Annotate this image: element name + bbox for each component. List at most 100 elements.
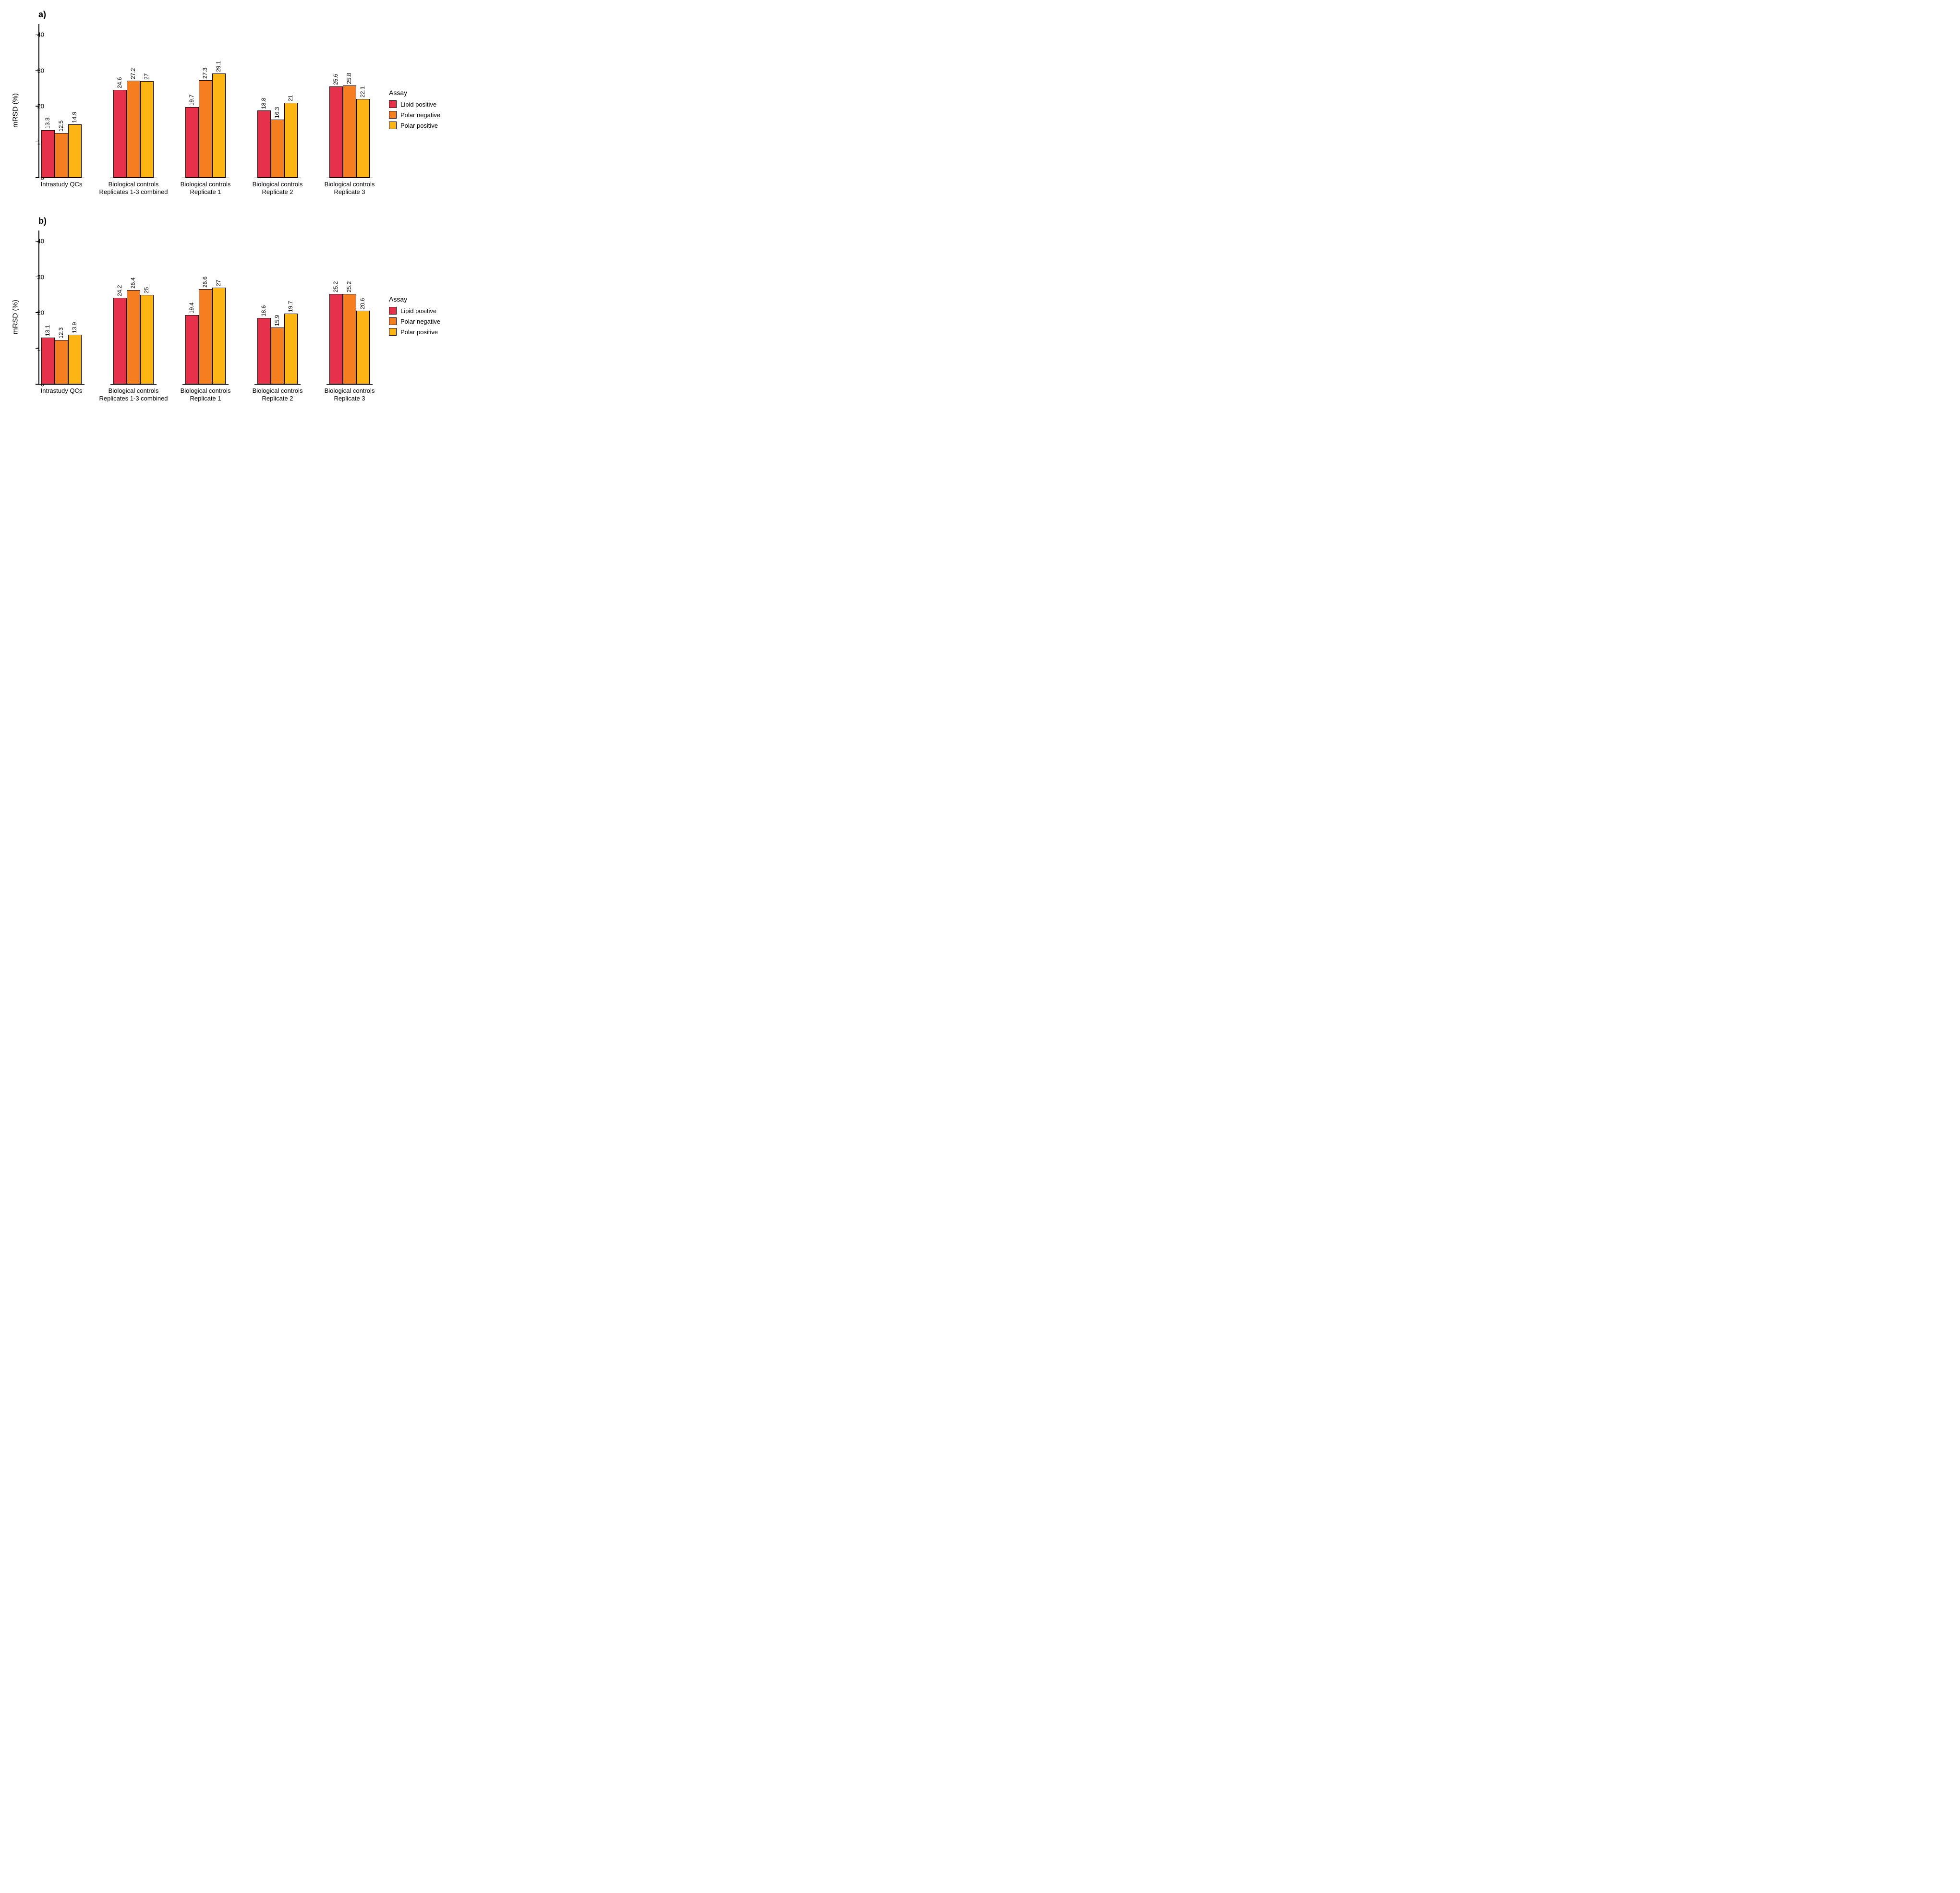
bar: 27 [140, 81, 154, 178]
bar-value-label: 25.2 [332, 281, 339, 292]
bar-group: 18.615.919.7 [257, 314, 298, 384]
bar: 25.6 [329, 86, 343, 178]
bar: 21 [284, 103, 298, 178]
legend-swatch [389, 328, 397, 336]
chart-area: mRSD (%)010203040Intrastudy QCs13.112.31… [10, 226, 384, 408]
figure: a)mRSD (%)010203040Intrastudy QCs13.312.… [10, 10, 499, 408]
bar-group: 19.727.329.1 [185, 73, 226, 178]
bar: 26.6 [199, 289, 212, 384]
plot: Intrastudy QCs13.312.514.9Biological con… [38, 24, 375, 178]
bar: 29.1 [212, 73, 226, 178]
bar: 27 [212, 288, 226, 384]
bar-value-label: 14.9 [71, 112, 78, 123]
bar: 26.4 [127, 290, 140, 384]
bar-value-label: 25 [143, 287, 150, 293]
legend-label: Lipid positive [400, 101, 436, 108]
bar: 16.3 [271, 120, 284, 178]
legend: AssayLipid positivePolar negativePolar p… [389, 295, 440, 339]
bar: 24.2 [113, 298, 127, 384]
bar-group: 25.625.822.1 [329, 85, 370, 178]
legend-swatch [389, 317, 397, 325]
bar-value-label: 13.9 [71, 322, 78, 333]
bar: 25.8 [343, 85, 356, 178]
y-tick [36, 241, 38, 242]
legend-label: Polar positive [400, 122, 438, 129]
bar-value-label: 18.6 [260, 305, 267, 316]
bar-group: 24.226.425 [113, 290, 154, 384]
y-tick [36, 348, 38, 349]
bar: 27.3 [199, 80, 212, 178]
bar-value-label: 19.4 [188, 302, 195, 313]
x-tick-label: Biological controls Replicate 1 [181, 387, 231, 403]
legend-swatch [389, 307, 397, 315]
y-tick [36, 312, 38, 313]
bar: 19.7 [284, 314, 298, 384]
x-tick-label: Biological controls Replicate 3 [325, 181, 375, 196]
bar-value-label: 27 [143, 73, 150, 80]
x-tick-label: Biological controls Replicate 3 [325, 387, 375, 403]
legend-item: Lipid positive [389, 100, 440, 108]
bar-value-label: 12.3 [58, 328, 64, 339]
legend-item: Polar positive [389, 328, 440, 336]
y-axis-line [38, 24, 39, 178]
legend-swatch [389, 100, 397, 108]
bar: 18.6 [257, 318, 271, 384]
bar-group: 13.112.313.9 [41, 335, 82, 384]
bar: 27.2 [127, 81, 140, 178]
x-tick-label: Intrastudy QCs [41, 387, 83, 395]
bar: 14.9 [68, 124, 82, 178]
x-tick-label: Intrastudy QCs [41, 181, 83, 188]
bar-group: 25.225.220.6 [329, 294, 370, 384]
bar-value-label: 16.3 [274, 107, 280, 118]
legend-item: Lipid positive [389, 307, 440, 315]
legend-title: Assay [389, 89, 440, 97]
panel-label-b: b) [38, 216, 47, 226]
bar-group: 24.627.227 [113, 81, 154, 178]
bar: 13.1 [41, 338, 55, 384]
bar-value-label: 22.1 [359, 86, 366, 97]
bar-value-label: 15.9 [274, 315, 280, 326]
panel-b: b)mRSD (%)010203040Intrastudy QCs13.112.… [10, 216, 499, 408]
bar: 12.5 [55, 133, 68, 178]
y-axis-line [38, 231, 39, 384]
bar-value-label: 18.8 [260, 98, 267, 109]
panel-label-a: a) [38, 10, 46, 20]
plot: Intrastudy QCs13.112.313.9Biological con… [38, 231, 375, 384]
bar: 25.2 [329, 294, 343, 384]
bar-value-label: 25.2 [346, 281, 352, 292]
legend: AssayLipid positivePolar negativePolar p… [389, 89, 440, 132]
bar-value-label: 25.6 [332, 73, 339, 85]
chart-area: mRSD (%)010203040Intrastudy QCs13.312.51… [10, 19, 384, 202]
x-tick-label: Biological controls Replicates 1-3 combi… [99, 181, 168, 196]
legend-label: Polar positive [400, 328, 438, 336]
bar-value-label: 27.3 [202, 67, 208, 78]
legend-item: Polar positive [389, 121, 440, 129]
bar-value-label: 19.7 [287, 301, 294, 312]
bar-value-label: 29.1 [215, 61, 222, 72]
bar-value-label: 19.7 [188, 95, 195, 106]
legend-title: Assay [389, 295, 440, 303]
bar-value-label: 26.4 [130, 277, 136, 288]
y-axis-title: mRSD (%) [12, 300, 20, 334]
bar-value-label: 21 [287, 95, 294, 101]
bar-value-label: 25.8 [346, 73, 352, 84]
bar: 18.8 [257, 110, 271, 178]
bar-value-label: 20.6 [359, 298, 366, 309]
bar-group: 13.312.514.9 [41, 124, 82, 178]
legend-swatch [389, 111, 397, 119]
bar-group: 18.816.321 [257, 103, 298, 178]
y-tick [36, 106, 38, 107]
bar: 19.7 [185, 107, 199, 178]
bar-group: 19.4 26.627 [185, 288, 226, 384]
bar: 15.9 [271, 328, 284, 384]
bar-value-label: 13.3 [44, 118, 51, 129]
bar: 25 [140, 295, 154, 384]
legend-swatch [389, 121, 397, 129]
y-axis-title: mRSD (%) [12, 93, 20, 128]
bar-value-label: 27 [215, 280, 222, 286]
bar-value-label: 24.2 [116, 285, 123, 296]
bar: 13.9 [68, 335, 82, 384]
legend-label: Lipid positive [400, 307, 436, 315]
y-tick [36, 142, 38, 143]
bar-value-label: 12.5 [58, 121, 64, 132]
